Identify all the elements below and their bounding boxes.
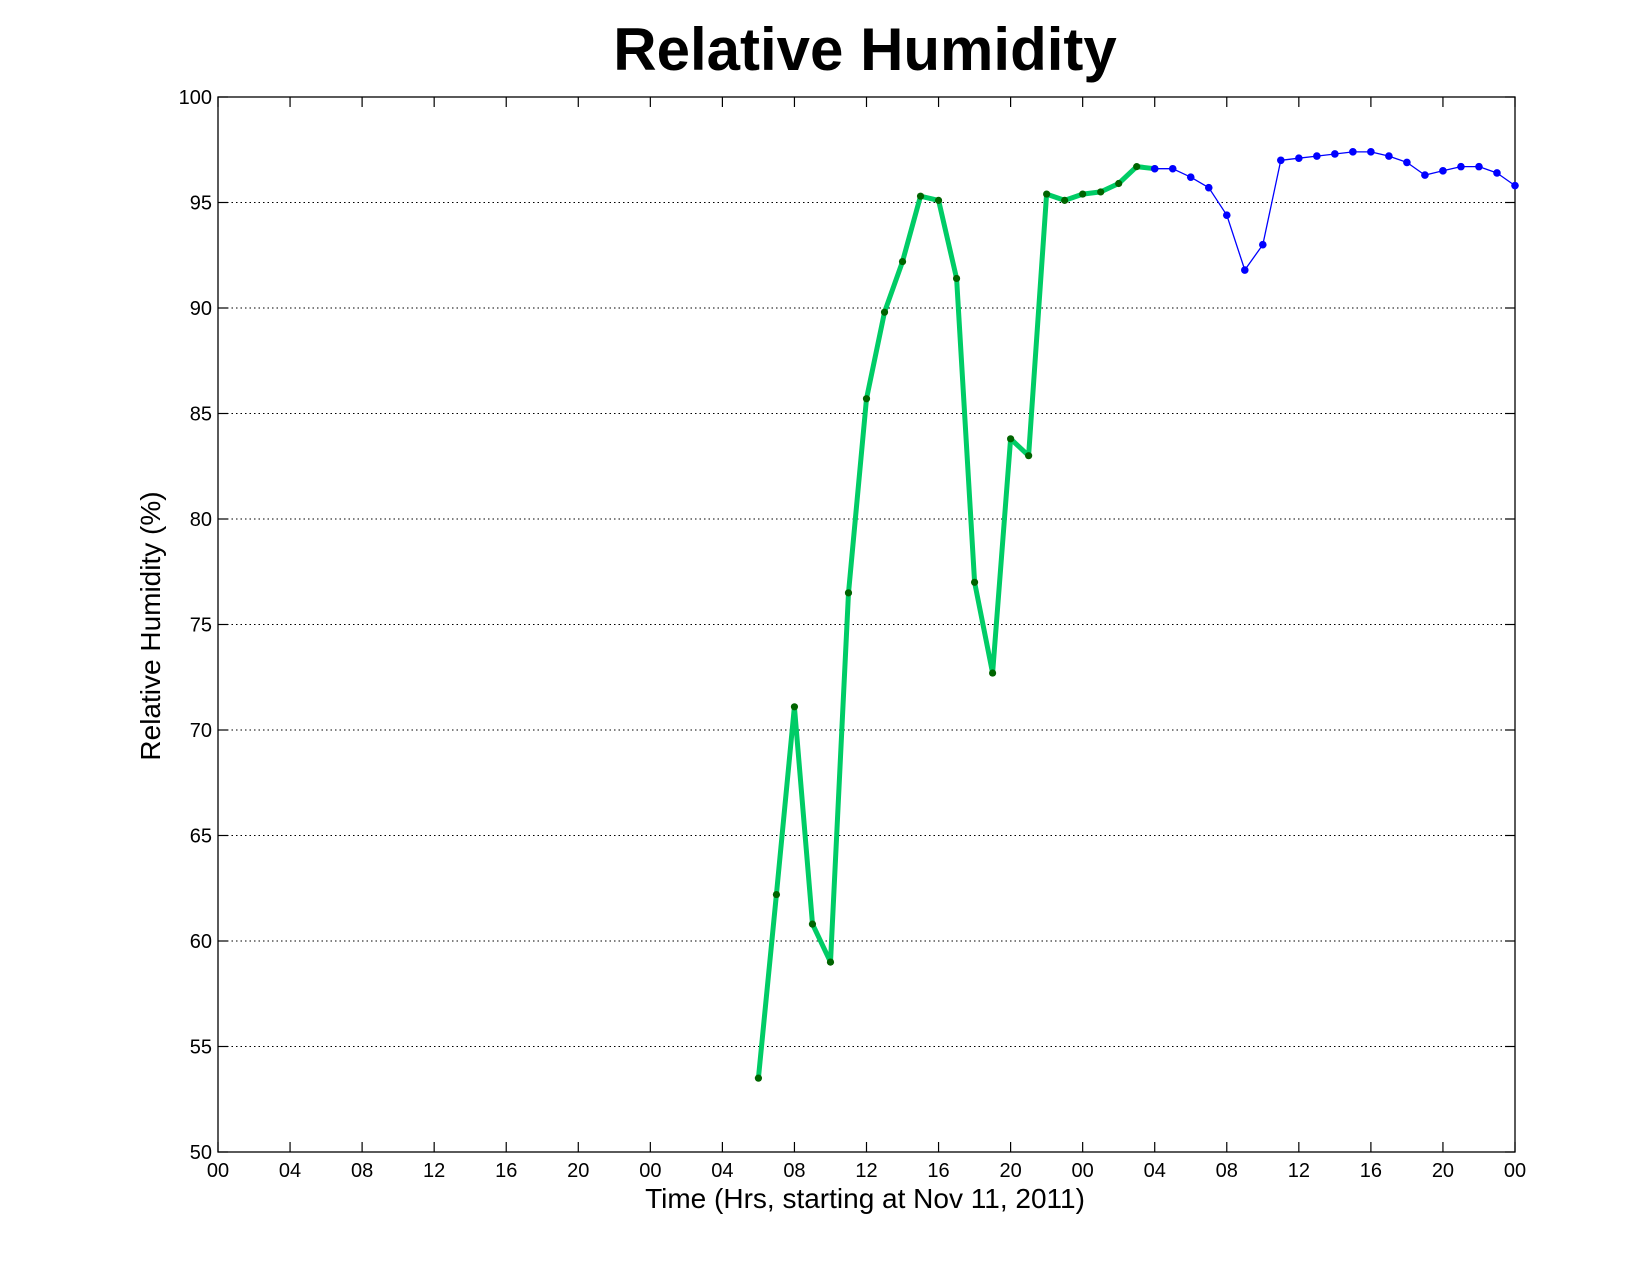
x-tick-label: 12 [1288, 1160, 1310, 1182]
data-point [1150, 164, 1159, 173]
data-point [844, 589, 853, 597]
x-tick-label: 12 [855, 1160, 877, 1182]
x-tick-label: 08 [351, 1160, 373, 1182]
y-tick-label: 95 [190, 193, 212, 215]
x-axis-label: Time (Hrs, starting at Nov 11, 2011) [645, 1183, 1085, 1214]
chart-title: Relative Humidity [613, 16, 1117, 83]
plot-frame [217, 96, 1516, 1153]
data-point [1259, 240, 1267, 249]
y-tick-label: 90 [190, 298, 212, 320]
data-point [880, 308, 889, 316]
y-tick-label: 80 [190, 509, 212, 531]
data-point [862, 395, 871, 403]
data-point [1349, 148, 1357, 156]
x-tick-label: 04 [279, 1160, 301, 1182]
x-tick-label: 00 [207, 1160, 229, 1182]
x-tick-label: 00 [1504, 1160, 1526, 1182]
data-point [1493, 169, 1501, 177]
x-tick-label: 08 [783, 1160, 805, 1182]
x-tick-label: 16 [495, 1160, 517, 1182]
data-point [1079, 190, 1087, 198]
data-point [898, 257, 907, 266]
series-2 [1150, 148, 1519, 274]
data-point [1186, 173, 1195, 181]
data-point [808, 920, 817, 928]
series-layer [754, 148, 1519, 1082]
data-point [754, 1074, 763, 1082]
x-tick-label: 00 [639, 1160, 661, 1182]
data-point [1313, 152, 1321, 160]
data-point [1457, 162, 1465, 171]
data-point [1331, 150, 1339, 158]
data-point [1439, 167, 1447, 175]
x-tick-label: 16 [1360, 1160, 1382, 1182]
y-axis-label: Relative Humidity (%) [135, 491, 166, 760]
x-tick-label: 20 [1432, 1160, 1454, 1182]
y-tick-label: 55 [190, 1037, 212, 1059]
data-point [1421, 171, 1429, 179]
data-point [1511, 181, 1519, 190]
x-tick-label: 20 [999, 1160, 1021, 1182]
y-tick-label: 75 [190, 615, 212, 637]
data-point [1403, 158, 1411, 167]
data-point [952, 274, 961, 283]
data-point [1115, 179, 1123, 188]
y-tick-label: 50 [190, 1142, 212, 1164]
data-point [1133, 163, 1141, 171]
data-point [916, 192, 925, 200]
tick-labels: 50 55 60 65 70 75 80 85 90 95 100 00 04 08 12 16 20 00 04 0… [179, 87, 1527, 1182]
x-tick-label: 08 [1216, 1160, 1238, 1182]
x-tick-label: 16 [927, 1160, 949, 1182]
data-point [1367, 148, 1375, 156]
grid-lines [218, 202, 1515, 1047]
x-tick-label: 12 [423, 1160, 445, 1182]
y-tick-label: 100 [179, 87, 212, 109]
y-tick-label: 60 [190, 931, 212, 953]
x-tick-label: 04 [711, 1160, 733, 1182]
series-1 [754, 163, 1159, 1082]
data-point [1025, 452, 1033, 460]
data-point [1222, 211, 1231, 219]
data-point [826, 958, 835, 966]
data-point [1475, 162, 1483, 171]
data-point [1061, 196, 1069, 204]
data-point [988, 669, 997, 677]
x-tick-label: 00 [1072, 1160, 1094, 1182]
y-tick-label: 85 [190, 404, 212, 426]
x-tick-label: 04 [1144, 1160, 1166, 1182]
y-tick-label: 65 [190, 826, 212, 848]
x-tick-label: 20 [567, 1160, 589, 1182]
data-point [934, 196, 943, 204]
data-point [1043, 190, 1051, 198]
data-point [1204, 183, 1213, 192]
data-point [1295, 154, 1303, 162]
y-tick-label: 70 [190, 720, 212, 742]
data-point [1168, 164, 1177, 173]
data-point [970, 578, 979, 586]
axis-ticks [217, 96, 1516, 1153]
data-point [790, 703, 799, 711]
data-point [772, 890, 781, 899]
data-point [1385, 152, 1393, 160]
data-point [1240, 266, 1249, 274]
data-point [1277, 156, 1285, 165]
data-point [1007, 435, 1015, 443]
data-point [1097, 188, 1105, 196]
